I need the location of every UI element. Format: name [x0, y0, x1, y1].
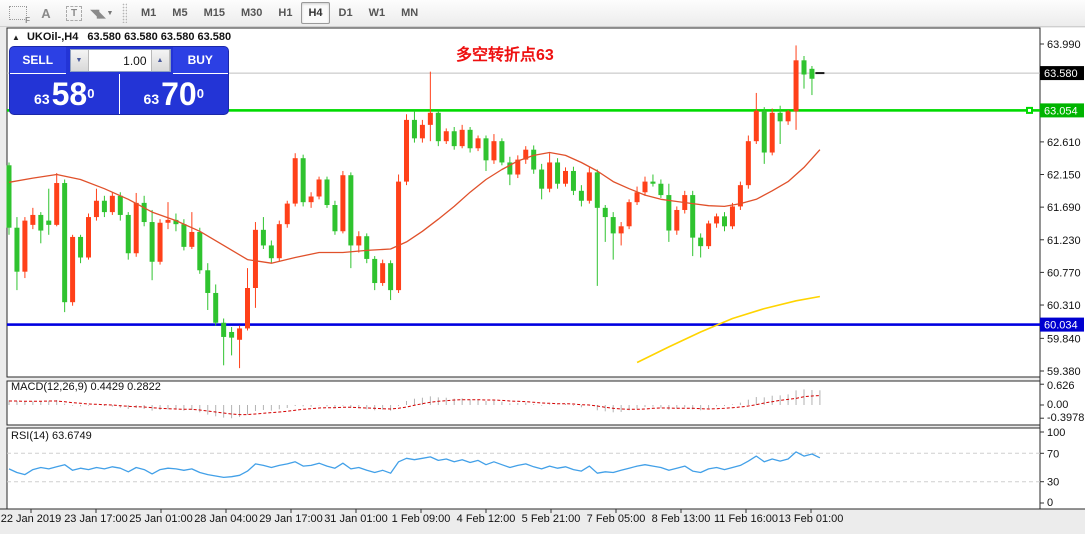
timeframe-M1[interactable]: M1 — [141, 7, 157, 19]
timeframe-H4[interactable]: H4 — [301, 2, 330, 24]
svg-text:60.770: 60.770 — [1047, 267, 1081, 279]
moving-averages — [8, 149, 821, 364]
macd-signal-line — [9, 395, 820, 416]
macd-subwindow: 0.626 0.00-0.3978 — [8, 380, 1084, 424]
svg-text:4 Feb 12:00: 4 Feb 12:00 — [457, 513, 516, 525]
volume-down-button[interactable]: ▼ — [70, 50, 89, 71]
timeframe-M5[interactable]: M5 — [172, 7, 188, 19]
svg-text:63.580: 63.580 — [1044, 68, 1078, 80]
svg-text:59.840: 59.840 — [1047, 333, 1081, 345]
svg-text:70: 70 — [1047, 448, 1059, 460]
svg-text:25 Jan 01:00: 25 Jan 01:00 — [129, 513, 193, 525]
current-badge — [1040, 66, 1084, 81]
candlesticks — [6, 45, 825, 369]
svg-text:1 Feb 09:00: 1 Feb 09:00 — [392, 513, 451, 525]
svg-text:7 Feb 05:00: 7 Feb 05:00 — [587, 513, 646, 525]
svg-text:22 Jan 2019: 22 Jan 2019 — [1, 513, 62, 525]
buy-button[interactable]: BUY — [172, 47, 228, 74]
sell-price-display[interactable]: 63 58 0 — [10, 74, 120, 114]
rsi-line — [8, 451, 821, 479]
sell-button[interactable]: SELL — [10, 47, 66, 74]
timeframe-D1[interactable]: D1 — [338, 7, 353, 19]
timeframe-M30[interactable]: M30 — [240, 7, 263, 19]
ma-slow-line — [636, 295, 821, 364]
buy-price-display[interactable]: 63 70 0 — [143, 76, 204, 112]
svg-text:59.380: 59.380 — [1047, 366, 1081, 378]
toolbar-grip[interactable] — [122, 3, 127, 23]
volume-stepper: ▼ 1.00 ▲ — [69, 49, 171, 72]
svg-text:8 Feb 13:00: 8 Feb 13:00 — [652, 513, 711, 525]
svg-text:13 Feb 01:00: 13 Feb 01:00 — [779, 513, 844, 525]
svg-text:0.626: 0.626 — [1047, 380, 1075, 392]
timeframe-H1[interactable]: H1 — [278, 7, 293, 19]
horizontal-line-63054[interactable] — [7, 109, 1040, 112]
one-click-trading-panel: SELL ▼ 1.00 ▲ BUY 63 58 0 63 70 0 — [10, 47, 228, 114]
volume-field[interactable]: 1.00 — [123, 53, 147, 68]
time-axis: 22 Jan 2019 23 Jan 17:00 25 Jan 01:00 28 Ja… — [1, 509, 844, 525]
timeframe-M15[interactable]: M15 — [203, 7, 225, 19]
svg-text:11 Feb 16:00: 11 Feb 16:00 — [714, 513, 778, 525]
svg-text:29 Jan 17:00: 29 Jan 17:00 — [259, 513, 323, 525]
chart-text-annotation[interactable]: 多空转折点63 — [456, 47, 554, 64]
macd-label: MACD(12,26,9) 0.4429 0.2822 — [11, 381, 161, 393]
current-bar-dash — [815, 72, 825, 75]
svg-text:61.690: 61.690 — [1047, 202, 1081, 214]
svg-text:0: 0 — [1047, 497, 1053, 509]
svg-text:23 Jan 17:00: 23 Jan 17:00 — [64, 513, 128, 525]
svg-text:61.230: 61.230 — [1047, 235, 1081, 247]
svg-text:-0.3978: -0.3978 — [1047, 412, 1084, 424]
toolbar: F A T ◥◣ ▼ M1 M5 M15 M30 H1 H4 D1 W1 MN — [0, 0, 1085, 27]
svg-text:31 Jan 01:00: 31 Jan 01:00 — [324, 513, 388, 525]
svg-text:62.150: 62.150 — [1047, 170, 1081, 182]
svg-text:30: 30 — [1047, 477, 1059, 489]
chart-header: ▲ UKOil-,H4 63.580 63.580 63.580 63.580 — [12, 31, 231, 43]
svg-text:62.610: 62.610 — [1047, 137, 1081, 149]
green-badge — [1040, 103, 1084, 118]
svg-text:60.034: 60.034 — [1044, 320, 1078, 332]
blue-badge — [1040, 317, 1084, 332]
dropdown-caret-icon[interactable]: ▼ — [106, 9, 114, 17]
svg-text:100: 100 — [1047, 427, 1065, 439]
svg-text:63.054: 63.054 — [1044, 105, 1078, 117]
svg-text:28 Jan 04:00: 28 Jan 04:00 — [194, 513, 258, 525]
svg-text:60.310: 60.310 — [1047, 300, 1081, 312]
timeframe-MN[interactable]: MN — [401, 7, 419, 19]
collapse-panel-icon[interactable]: ▲ — [12, 33, 20, 42]
arrows-icon[interactable]: ◥◣ ▼ — [90, 7, 114, 20]
symbol-period-label: UKOil-,H4 — [26, 31, 79, 43]
letter-a-icon[interactable]: A — [41, 5, 51, 21]
rsi-label: RSI(14) 63.6749 — [11, 430, 92, 442]
ohlc-values: 63.580 63.580 63.580 63.580 — [87, 31, 232, 43]
timeframe-bar: M1 M5 M15 M30 H1 H4 D1 W1 MN — [133, 2, 426, 24]
price-axis: 63.990 62.610 62.150 61.690 61.230 60.770 60.3… — [1040, 39, 1084, 378]
rsi-subwindow: 100 70 30 0 — [7, 427, 1065, 509]
text-label-icon[interactable]: T — [61, 1, 87, 25]
svg-text:63.990: 63.990 — [1047, 39, 1081, 51]
timeframe-W1[interactable]: W1 — [368, 7, 386, 19]
svg-text:5 Feb 21:00: 5 Feb 21:00 — [522, 513, 581, 525]
svg-text:0.00: 0.00 — [1047, 399, 1068, 411]
volume-up-button[interactable]: ▲ — [150, 50, 170, 71]
ma-fast-line — [8, 149, 821, 264]
dotted-box-f-icon[interactable]: F — [5, 1, 31, 25]
horizontal-line-60034[interactable] — [7, 323, 1040, 326]
